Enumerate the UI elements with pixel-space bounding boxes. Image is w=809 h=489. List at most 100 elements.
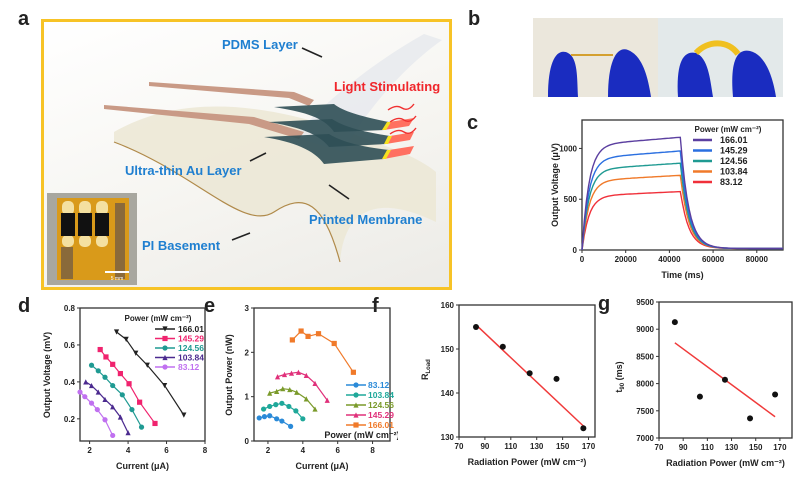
- chart-d-voltage-vs-current: 2 4 6 8 0.2 0.4 0.6 0.8 Current (μA) Output Volta…: [42, 304, 208, 471]
- legend-label: 145.29: [368, 410, 394, 420]
- data-point: [126, 381, 132, 387]
- data-point: [353, 402, 359, 408]
- data-point: [287, 386, 293, 393]
- x-tick-label: 8: [370, 446, 375, 455]
- x-tick-label: 2: [266, 446, 271, 455]
- legend-label: 124.56: [368, 400, 394, 410]
- membrane-3: [384, 146, 414, 159]
- data-point: [671, 319, 678, 326]
- data-point: [303, 372, 309, 378]
- y-axis-label: RLoad: [420, 359, 432, 380]
- x-tick-label: 80000: [746, 255, 769, 264]
- data-point: [267, 413, 273, 419]
- data-point: [331, 340, 337, 347]
- series-line-124.56: [91, 364, 143, 428]
- data-point: [94, 406, 100, 413]
- data-point: [288, 423, 294, 429]
- y-tick-label: 0: [245, 437, 250, 446]
- y-tick-label: 1000: [559, 144, 577, 153]
- x-tick-label: 110: [701, 443, 714, 452]
- data-point: [324, 397, 330, 403]
- data-point: [312, 406, 318, 412]
- data-point: [162, 354, 168, 361]
- x-axis-label: Radiation Power (mW cm⁻²): [468, 457, 587, 467]
- legend-label: 103.84: [178, 353, 204, 363]
- y-axis-label-main: R: [420, 373, 430, 380]
- y-axis-label: Output Power (nW): [224, 334, 234, 415]
- y-tick-label: 7000: [636, 434, 654, 443]
- y-tick-label: 0.2: [64, 415, 76, 424]
- data-point: [88, 362, 95, 368]
- data-point: [95, 368, 101, 374]
- photo-flat-device: [533, 18, 658, 97]
- device-schematic-illustration: [104, 34, 442, 263]
- legend-label: 145.29: [720, 146, 748, 156]
- data-point: [119, 392, 125, 398]
- data-point: [526, 370, 533, 377]
- glove-finger-left: [548, 51, 578, 97]
- data-point: [102, 396, 108, 403]
- legend-label: 83.12: [368, 380, 390, 390]
- plot-frame: [658, 301, 793, 439]
- data-point: [110, 361, 116, 367]
- x-tick-label: 150: [749, 443, 763, 452]
- y-tick-label: 0.4: [64, 378, 76, 387]
- y-tick-label: 9000: [636, 325, 654, 334]
- pi-basement-edge: [113, 141, 341, 263]
- label-pdms-layer: PDMS Layer: [222, 37, 298, 52]
- legend-label: 103.84: [720, 167, 748, 177]
- chart-c-output-voltage-vs-time: 0 20000 40000 60000 80000 0 500 1000 Time (ms) Ou…: [550, 119, 784, 280]
- y-axis-label-main: t: [614, 390, 624, 393]
- label-ultra-thin-au-layer: Ultra-thin Au Layer: [125, 163, 242, 178]
- x-tick-label: 130: [725, 443, 739, 452]
- chart-e-power-vs-current: 2 4 6 8 0 1 2 3 Current (μA) Output Power (nW) 83.…: [224, 304, 398, 471]
- data-point: [95, 389, 101, 395]
- au-stripe-1: [274, 104, 389, 132]
- y-tick-label: 140: [441, 389, 455, 398]
- x-tick-label: 8: [203, 446, 208, 455]
- data-point: [553, 375, 560, 382]
- data-point: [102, 374, 108, 380]
- membrane-2: [386, 132, 414, 144]
- y-tick-label: 160: [441, 301, 455, 310]
- data-point: [267, 390, 273, 396]
- x-tick-label: 6: [335, 446, 340, 455]
- x-tick-label: 60000: [702, 255, 725, 264]
- x-tick-label: 70: [455, 442, 464, 451]
- data-point: [260, 406, 267, 412]
- scale-bar: [105, 271, 129, 273]
- x-axis-label: Radiation Power (mW cm⁻²): [666, 458, 785, 468]
- data-point: [117, 414, 123, 420]
- y-tick-label: 1: [245, 393, 250, 402]
- data-point: [137, 399, 143, 405]
- y-tick-label: 130: [441, 433, 455, 442]
- y-tick-label: 0.6: [64, 341, 76, 350]
- y-axis-label: Output Voltage (mV): [42, 332, 52, 418]
- glove-finger-right: [732, 50, 776, 97]
- data-point: [303, 396, 309, 402]
- legend-title: Power (mW cm⁻²): [324, 430, 398, 440]
- y-axis-label: t90 (ms): [614, 361, 626, 392]
- data-point: [129, 406, 135, 413]
- electrode-lead-1: [149, 82, 314, 106]
- legend-label: 145.29: [178, 334, 204, 344]
- data-point: [293, 408, 299, 414]
- y-tick-label: 9500: [636, 298, 654, 307]
- data-point: [279, 400, 285, 406]
- y-axis-label: Output Voltage (μV): [550, 143, 560, 227]
- data-point: [162, 345, 168, 351]
- data-point: [162, 382, 168, 389]
- series-line-145.29: [99, 349, 156, 424]
- label-pi-basement: PI Basement: [142, 238, 221, 253]
- scale-bar-label: 5 mm: [111, 276, 124, 282]
- data-point: [350, 369, 356, 375]
- data-point: [721, 376, 728, 383]
- panel-label-c: c: [467, 112, 479, 134]
- plot-frame: [79, 307, 206, 442]
- flexibility-photos-panel: [533, 18, 783, 97]
- data-point: [133, 350, 139, 356]
- data-point: [82, 394, 88, 400]
- legend-label: 166.01: [720, 135, 748, 145]
- plot-frame: [253, 307, 391, 442]
- data-point: [288, 370, 295, 376]
